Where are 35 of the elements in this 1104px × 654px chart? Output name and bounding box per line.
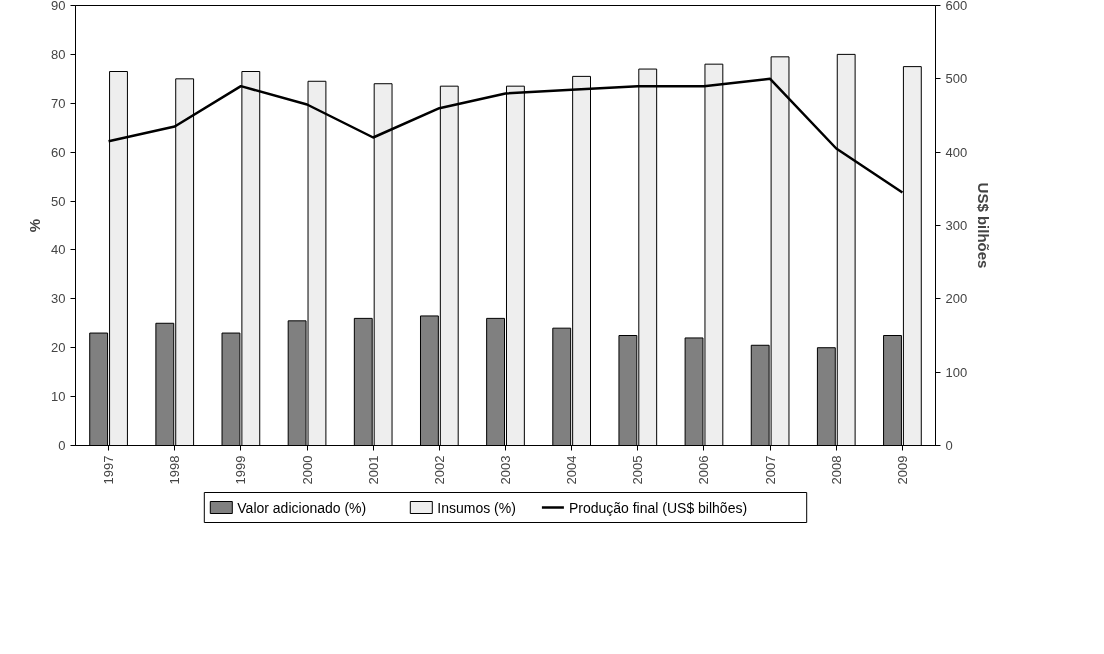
y-tick-label: 90 <box>51 0 66 13</box>
y-tick-label: 0 <box>58 438 66 453</box>
legend-label: Insumos (%) <box>437 499 516 516</box>
y-axis-title: % <box>26 218 44 233</box>
x-tick-label: 1999 <box>233 455 249 485</box>
x-tick-label: 1997 <box>101 455 117 485</box>
y-tick-label: 10 <box>51 389 66 405</box>
x-tick-label: 2003 <box>498 455 513 485</box>
y2-tick-label: 300 <box>945 218 968 233</box>
y-tick-label: 80 <box>51 46 66 62</box>
legend-label: Produção final (US$ bilhões) <box>568 499 748 516</box>
y2-tick-label: 500 <box>945 71 968 87</box>
y2-tick-label: 600 <box>945 0 968 13</box>
y2-tick-label: 200 <box>945 291 968 307</box>
y2-tick-label: 400 <box>945 144 968 160</box>
y-tick-label: 40 <box>51 242 66 258</box>
x-tick-label: 2007 <box>762 455 778 485</box>
y2-tick-label: 0 <box>945 438 953 453</box>
x-tick-label: 2000 <box>299 455 315 485</box>
x-tick-label: 2001 <box>365 455 381 485</box>
x-tick-label: 2005 <box>630 455 646 485</box>
x-tick-label: 1998 <box>167 455 183 485</box>
x-tick-label: 2004 <box>564 455 580 485</box>
y-tick-label: 70 <box>51 95 66 111</box>
y2-axis-title: US$ bilhões <box>975 182 993 269</box>
y2-tick-label: 100 <box>945 364 968 380</box>
x-tick-label: 2006 <box>696 455 712 485</box>
y-tick-label: 60 <box>51 144 66 160</box>
y-tick-label: 30 <box>51 291 66 307</box>
y-tick-label: 50 <box>51 193 66 209</box>
x-tick-label: 2002 <box>431 455 447 485</box>
x-tick-label: 2009 <box>894 455 910 485</box>
x-tick-label: 2008 <box>828 455 844 485</box>
legend-label: Valor adicionado (%) <box>237 499 367 516</box>
y-tick-label: 20 <box>51 340 66 356</box>
